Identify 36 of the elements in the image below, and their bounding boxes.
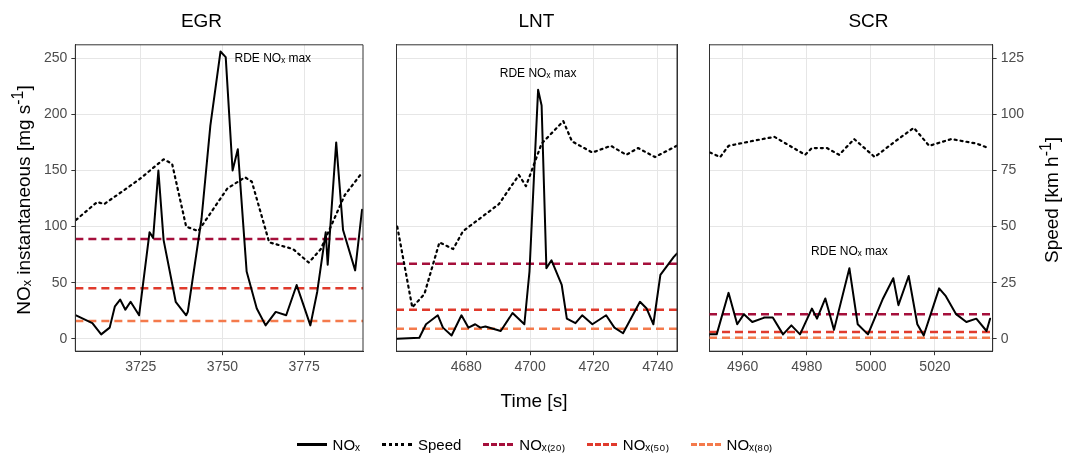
legend-label: NOₓ₍₅₀₎ <box>622 435 669 454</box>
x-tick-label: 4740 <box>642 358 674 375</box>
annotation: RDE NOₓ max <box>811 244 888 259</box>
x-tick-label: 4700 <box>514 358 546 375</box>
x-tick-label: 5020 <box>919 358 951 375</box>
chart-title: SCR <box>848 9 889 31</box>
x-tick-label: 5000 <box>855 358 887 375</box>
y2-tick-label: 0 <box>1000 329 1009 346</box>
y2-tick-label: 125 <box>1000 49 1025 66</box>
y-tick-label: 150 <box>44 161 68 178</box>
y-tick-label: 250 <box>44 49 68 66</box>
y-tick-label: 100 <box>44 217 68 234</box>
x-tick-label: 3750 <box>206 358 239 375</box>
x-axis-title: Time [s] <box>500 390 568 412</box>
annotation: RDE NOₓ max <box>499 66 577 81</box>
y2-tick-label: 25 <box>1000 273 1017 290</box>
x-tick-label: 4980 <box>791 358 823 375</box>
x-tick-label: 3775 <box>288 358 320 375</box>
x-tick-label: 4720 <box>578 358 610 375</box>
annotation: RDE NOₓ max <box>234 51 312 66</box>
y-tick-label: 200 <box>44 105 68 122</box>
y-tick-label: 50 <box>51 273 68 290</box>
legend-label: Speed <box>417 435 462 453</box>
legend-label: NOₓ <box>332 435 360 453</box>
x-tick-label: 4960 <box>727 358 759 375</box>
y2-tick-label: 100 <box>1000 105 1025 122</box>
line-series <box>709 126 990 159</box>
x-tick-label: 3725 <box>125 358 157 375</box>
y-tick-label: 0 <box>59 329 68 346</box>
legend-label: NOₓ₍₂₀₎ <box>519 435 565 454</box>
chart-title: EGR <box>180 9 223 31</box>
y2-tick-label: 50 <box>1000 217 1017 234</box>
legend-label: NOₓ₍₈₀₎ <box>726 435 773 454</box>
chart-title: LNT <box>518 9 555 31</box>
x-tick-label: 4680 <box>450 358 483 375</box>
y2-tick-label: 75 <box>1000 161 1017 178</box>
